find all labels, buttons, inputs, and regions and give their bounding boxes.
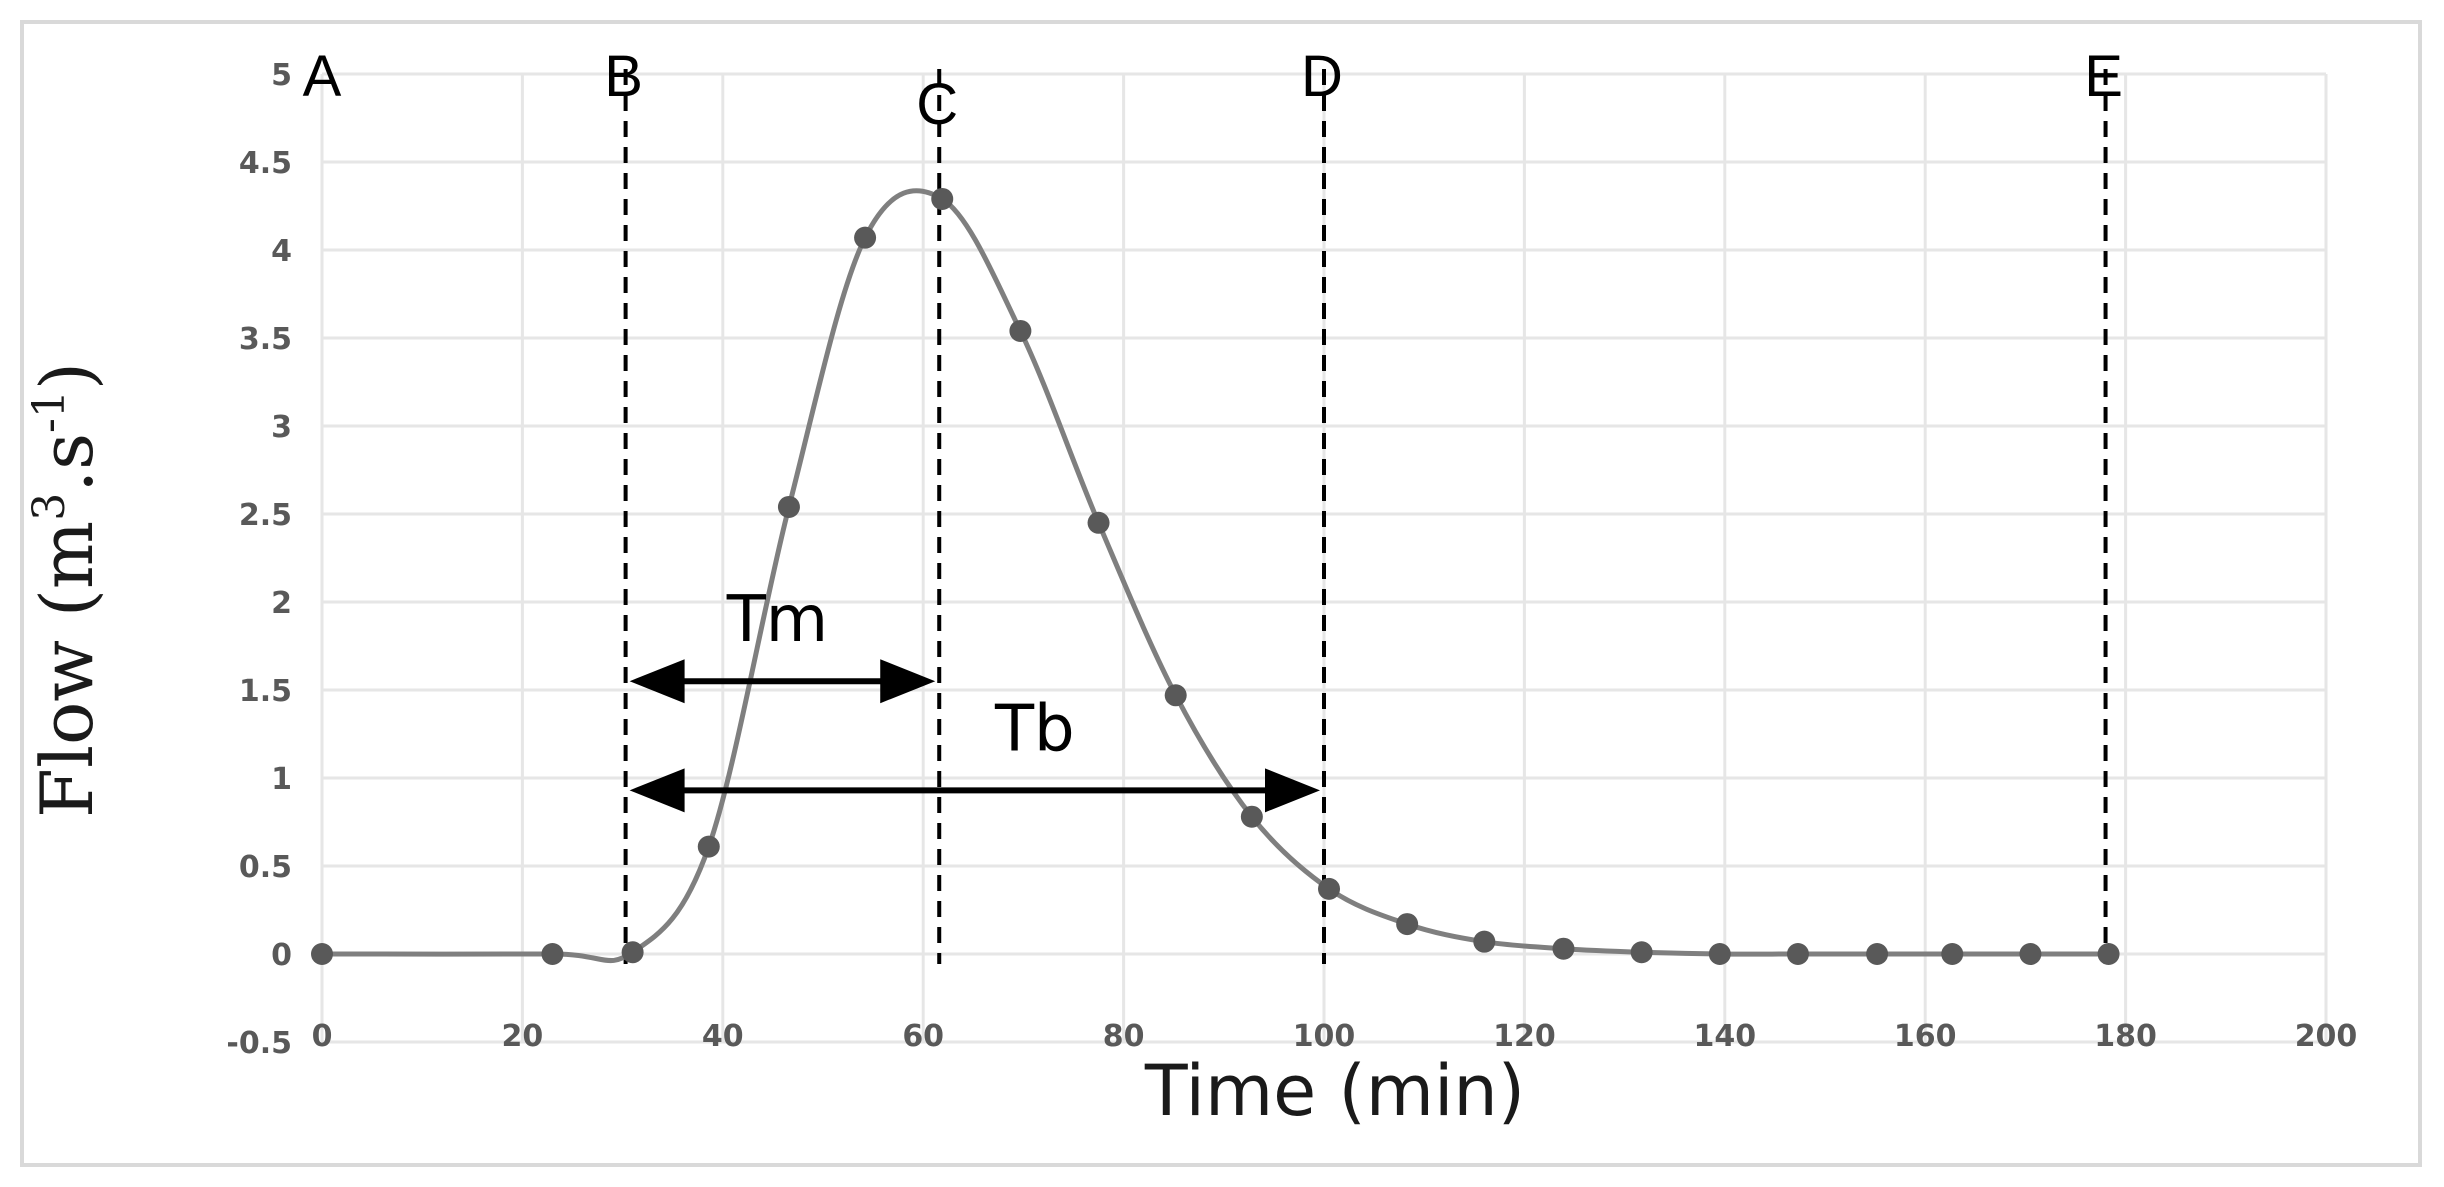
- duration-annotations: Tm Tb: [629, 583, 1320, 813]
- x-tick-label: 200: [2295, 1019, 2358, 1054]
- x-tick-label: 140: [1693, 1019, 1756, 1054]
- y-tick-label: 2.5: [239, 498, 292, 533]
- x-tick-label: 120: [1493, 1019, 1556, 1054]
- data-point: [311, 943, 333, 965]
- x-tick-label: 180: [2094, 1019, 2157, 1054]
- y-tick-label: -0.5: [226, 1026, 292, 1061]
- marker-label-e: E: [2084, 44, 2123, 109]
- y-tick-label: 0.5: [239, 850, 292, 885]
- vertical-markers: A B C D E: [303, 44, 2123, 964]
- x-tick-label: 60: [902, 1019, 944, 1054]
- marker-label-c: C: [916, 72, 958, 137]
- y-tick-label: 4.5: [239, 146, 292, 181]
- marker-label-a: A: [303, 44, 342, 109]
- y-tick-label: 5: [271, 58, 292, 93]
- annotation-label-tm: Tm: [726, 583, 828, 657]
- annotation-label-tb: Tb: [994, 692, 1075, 766]
- data-point: [1630, 941, 1653, 964]
- data-point: [2019, 943, 2042, 965]
- marker-label-d: D: [1301, 44, 1343, 109]
- arrowhead-left-icon: [629, 659, 685, 704]
- y-tick-label: 2: [271, 586, 292, 621]
- y-tick-label: 1.5: [239, 674, 292, 709]
- x-tick-label: 80: [1103, 1019, 1145, 1054]
- data-point: [697, 835, 720, 858]
- y-tick-labels: -0.5 0 0.5 1 1.5 2 2.5 3 3.5 4 4.5 5: [226, 58, 292, 1061]
- x-tick-label: 20: [502, 1019, 544, 1054]
- y-tick-label: 3.5: [239, 322, 292, 357]
- x-tick-labels: 0 20 40 60 80 100 120 140 160 180 200: [312, 1019, 2358, 1054]
- marker-label-b: B: [604, 44, 643, 109]
- data-point: [1087, 511, 1110, 534]
- x-tick-label: 100: [1293, 1019, 1356, 1054]
- x-tick-label: 160: [1894, 1019, 1957, 1054]
- gridlines: [320, 72, 2328, 1044]
- x-tick-label: 0: [312, 1019, 333, 1054]
- data-point: [2097, 943, 2120, 965]
- y-tick-label: 3: [271, 410, 292, 445]
- arrowhead-right-icon: [1265, 768, 1320, 813]
- flow-series-points: [311, 187, 2120, 965]
- data-point: [1708, 943, 1731, 965]
- chart-frame: [20, 20, 2422, 1167]
- arrowhead-left-icon: [629, 768, 685, 813]
- data-point: [854, 226, 877, 249]
- arrowhead-right-icon: [880, 659, 936, 704]
- data-point: [931, 187, 954, 210]
- y-axis-label: Flow (m3.s-1): [24, 362, 109, 818]
- data-point: [1941, 943, 1964, 965]
- data-point: [777, 495, 800, 518]
- y-tick-label: 0: [271, 938, 292, 973]
- y-tick-label: 4: [271, 234, 292, 269]
- data-point: [1552, 937, 1575, 960]
- data-point: [1240, 805, 1263, 828]
- data-point: [1473, 930, 1496, 953]
- x-axis-label: Time (min): [1144, 1050, 1525, 1132]
- flow-series-line: [321, 188, 2109, 964]
- data-point: [1009, 319, 1032, 342]
- data-point: [621, 941, 644, 964]
- data-point: [1396, 913, 1419, 936]
- data-point: [1318, 877, 1341, 900]
- data-point: [1786, 943, 1809, 965]
- data-point: [541, 943, 564, 965]
- x-tick-label: 40: [702, 1019, 744, 1054]
- data-point: [1164, 684, 1187, 707]
- y-tick-label: 1: [271, 762, 292, 797]
- data-point: [1866, 943, 1889, 965]
